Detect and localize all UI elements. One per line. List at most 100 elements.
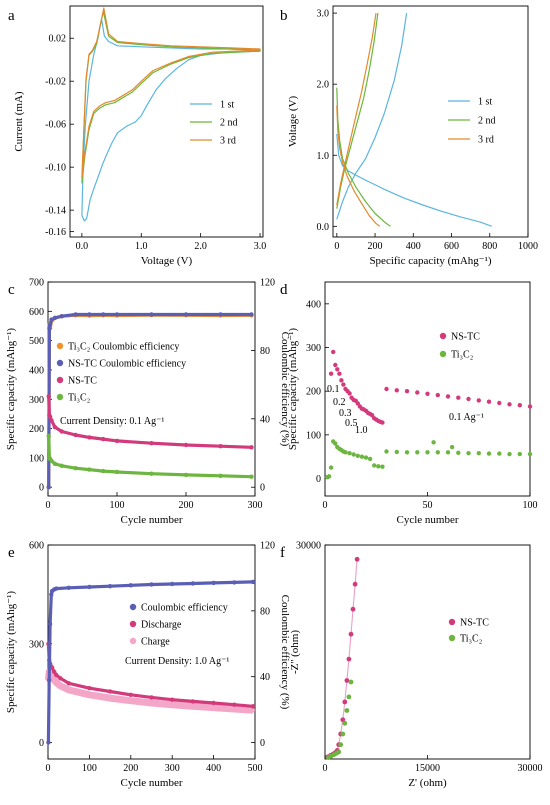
y-axis-label: Voltage (V) [287, 95, 299, 147]
x-tick-label: 0 [334, 241, 339, 252]
panel-a: a 0.0 1.0 2.0 3.0 0.02 -0.02 -0.06 -0.10 -0.14 -0.… [8, 5, 267, 267]
panel-c: c 0 100 200 300 0 100 200 300 400 500 600 700 0 40 80 12… [5, 278, 291, 527]
data-point [351, 452, 356, 457]
data-point [336, 749, 342, 755]
data-point [73, 466, 78, 471]
y2-tick-label: 120 [260, 278, 275, 289]
data-point [425, 391, 430, 396]
data-point [380, 464, 385, 469]
panel-b: b 0 200 400 600 800 1000 0.0 1.0 2.0 3.0 Specific c… [280, 5, 538, 267]
y-tick-label: 1.0 [317, 151, 330, 162]
x-axis-label: Specific capacity (mAhg⁻¹) [369, 255, 491, 267]
x-axis-label: Cycle number [120, 514, 182, 526]
data-point [486, 451, 492, 456]
data-point [47, 677, 52, 683]
data-point [211, 700, 216, 706]
data-point [250, 708, 256, 713]
cv-curve-3rd [81, 7, 261, 178]
data-point [527, 451, 533, 457]
data-point [404, 389, 410, 394]
legend-label: Coulombic efficiency [141, 603, 228, 614]
data-point [344, 678, 350, 683]
data-point [431, 440, 436, 445]
legend-label: Discharge [141, 620, 182, 631]
data-point [46, 485, 51, 490]
y-tick-label: 700 [29, 278, 44, 289]
legend-label: 3 rd [220, 136, 236, 147]
legend-label: NS-TC [451, 332, 480, 343]
x-tick-label: 0 [323, 763, 328, 774]
data-point [476, 451, 481, 456]
legend-label: Ti₃C₂ Coulombic efficiency [68, 342, 179, 353]
data-point [52, 424, 58, 430]
x-tick-label: 15000 [415, 763, 440, 774]
data-point [339, 378, 344, 383]
legend-marker [448, 618, 456, 626]
data-point [87, 692, 92, 697]
x-tick-label: 0 [46, 500, 51, 511]
panel-f: f 0 15000 30000 30000 Z' (ohm) -Z'' (ohm) NS-TC… [280, 541, 543, 790]
charge-curve [336, 13, 408, 220]
data-point [49, 317, 54, 322]
panel-letter: d [280, 282, 288, 298]
y-tick-label: -0.02 [45, 77, 66, 88]
legend-label: NS-TC [460, 618, 489, 629]
y-axis-label: Specific capacity (mAhg⁻¹) [5, 591, 17, 713]
charge-curve [336, 13, 377, 206]
y2-tick-label: 120 [260, 541, 275, 552]
data-point [445, 450, 451, 455]
rate-label: 0.1 Ag⁻¹ [449, 412, 484, 423]
y-tick-label: 400 [306, 299, 321, 310]
data-point [101, 436, 106, 442]
data-point [328, 371, 334, 376]
x-tick-label: 0.0 [76, 241, 89, 252]
data-point [54, 680, 59, 685]
data-point [87, 312, 92, 317]
data-point [87, 435, 92, 440]
x-tick-label: 3.0 [254, 241, 267, 252]
legend-marker [56, 342, 64, 350]
data-point [340, 731, 346, 737]
annotation-current-density: Current Density: 1.0 Ag⁻¹ [125, 656, 229, 667]
y-tick-label: 200 [29, 424, 44, 435]
cv-curve-2nd [81, 10, 261, 184]
data-point [249, 445, 254, 450]
x-axis-label: Voltage (V) [141, 255, 193, 267]
data-point [326, 474, 332, 479]
data-point [331, 349, 336, 355]
charge-curve [336, 13, 379, 209]
y-tick-label: 300 [306, 343, 321, 354]
data-point [333, 362, 338, 368]
data-point [58, 676, 63, 681]
data-point [232, 580, 237, 585]
data-point [59, 429, 64, 434]
x-tick-label: 400 [406, 241, 421, 252]
data-point [47, 621, 53, 627]
data-point [338, 742, 344, 748]
legend-marker [129, 620, 137, 628]
y2-tick-label: 40 [260, 672, 270, 683]
data-point [394, 388, 399, 393]
data-point [46, 740, 51, 745]
data-point [54, 586, 59, 591]
legend-label: 2 nd [220, 118, 238, 129]
data-point [355, 453, 360, 458]
x-tick-label: 0 [323, 500, 328, 511]
data-point [435, 392, 440, 398]
y2-axis-label: Coulombic efficiency (%) [279, 332, 291, 447]
data-point [404, 450, 410, 455]
data-point [59, 463, 64, 468]
y-tick-label: 0 [39, 738, 44, 749]
data-point [363, 455, 369, 460]
x-tick-label: 300 [165, 763, 180, 774]
x-tick-label: 300 [248, 500, 263, 511]
x-tick-label: 800 [482, 241, 497, 252]
y2-tick-label: 0 [260, 483, 265, 494]
discharge-curve [336, 105, 381, 227]
data-point [384, 449, 389, 454]
y-axis-label: -Z'' (ohm) [289, 630, 301, 674]
data-point [250, 704, 256, 709]
legend-label: NS-TC [68, 376, 97, 387]
data-point [128, 583, 133, 588]
y-tick-label: 600 [29, 307, 44, 318]
